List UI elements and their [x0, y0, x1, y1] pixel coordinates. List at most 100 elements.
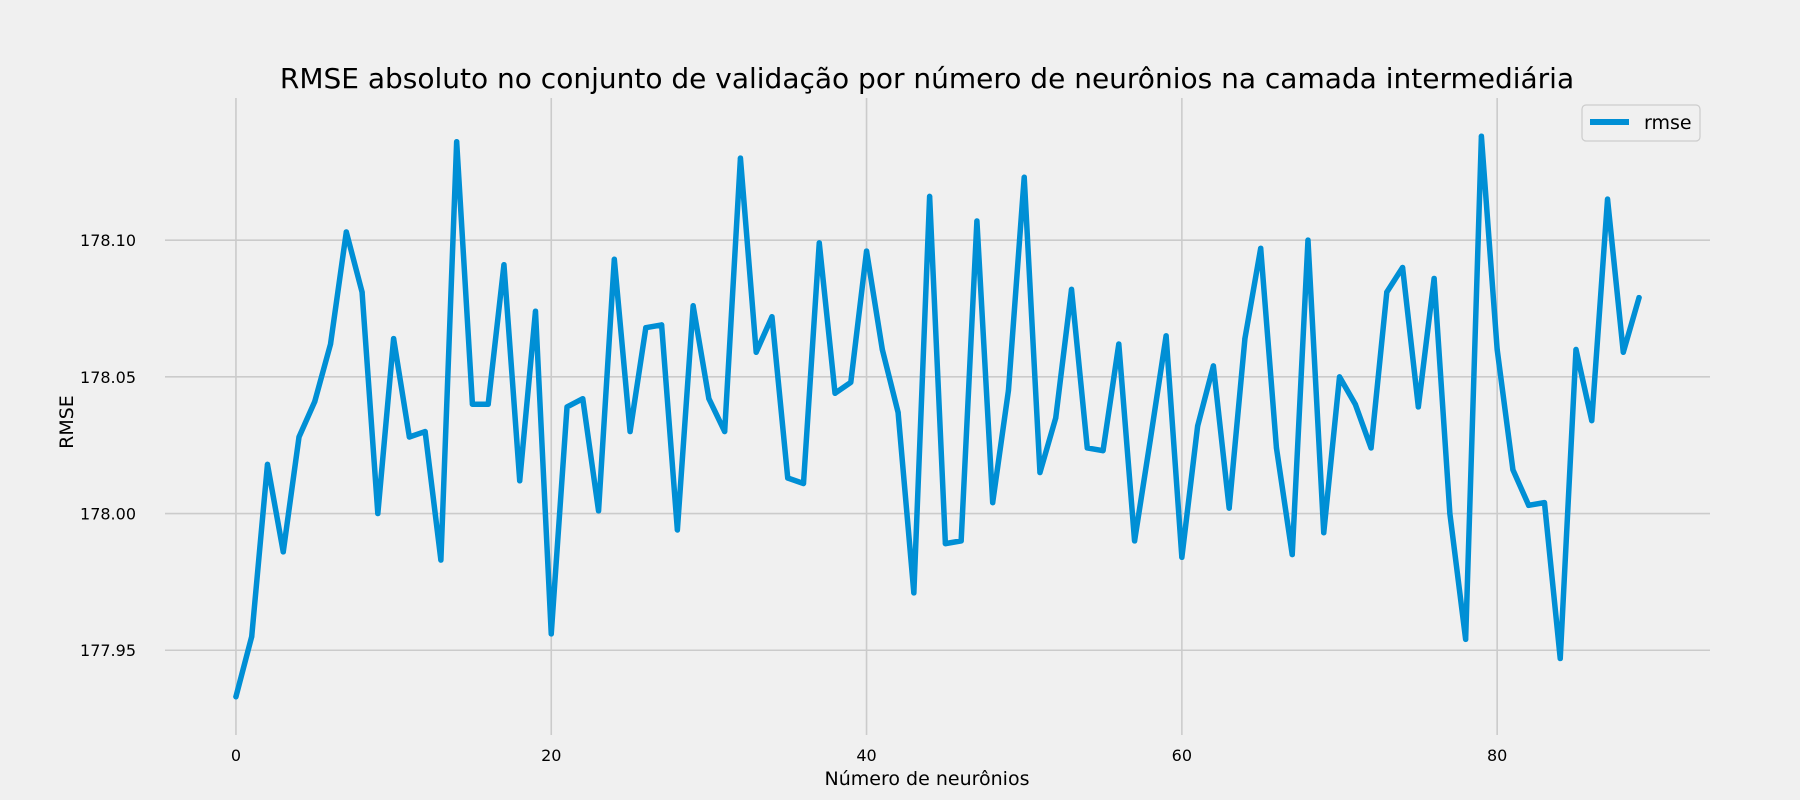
x-tick-label: 0 [231, 746, 241, 765]
data-point [1589, 418, 1595, 424]
legend-box [1581, 104, 1701, 142]
data-point [722, 428, 728, 435]
data-point [1447, 510, 1453, 517]
x-tick-label: 40 [856, 746, 876, 765]
data-point [753, 349, 759, 355]
data-point [517, 478, 523, 484]
data-point [1431, 275, 1437, 282]
data-point [1084, 445, 1090, 451]
data-point [1226, 505, 1232, 511]
data-point [848, 379, 854, 385]
data-point [312, 398, 318, 405]
data-point [1620, 349, 1626, 355]
data-point [375, 510, 381, 517]
data-point [659, 322, 665, 328]
data-point [264, 461, 271, 467]
data-point [863, 248, 870, 254]
data-point [1163, 333, 1169, 339]
data-point [942, 541, 948, 547]
data-point [1289, 551, 1295, 558]
data-point [1415, 404, 1421, 410]
data-point [1037, 469, 1043, 476]
data-point [611, 256, 617, 262]
data-point [1005, 387, 1012, 394]
y-tick-label: 178.05 [80, 368, 136, 387]
data-point [1384, 289, 1390, 295]
data-point [1399, 264, 1406, 271]
data-point [296, 434, 302, 440]
data-point [627, 428, 633, 435]
data-point [1494, 346, 1500, 353]
grid [165, 98, 1710, 735]
data-point [1179, 554, 1185, 560]
data-point [1258, 245, 1264, 251]
data-point [233, 694, 239, 700]
data-point [1557, 655, 1563, 662]
y-tick-label: 178.00 [80, 505, 136, 524]
data-point [1636, 294, 1642, 301]
data-point [643, 325, 649, 331]
data-point [911, 590, 917, 596]
data-point [1273, 445, 1280, 451]
series-layer [233, 133, 1642, 700]
data-point [391, 335, 397, 342]
data-point [1541, 500, 1548, 506]
x-tick-label: 80 [1487, 746, 1507, 765]
x-axis-label: Número de neurônios [825, 768, 1030, 790]
data-point [1352, 401, 1358, 407]
data-point [501, 262, 507, 268]
legend: rmse [1581, 104, 1701, 142]
data-point [548, 631, 554, 637]
data-point [1604, 196, 1611, 202]
data-point [580, 396, 586, 402]
data-point [249, 633, 255, 640]
data-point [595, 508, 602, 514]
data-point [1131, 538, 1138, 544]
data-point [1068, 286, 1075, 292]
data-point [1242, 335, 1248, 342]
data-point [990, 500, 996, 506]
tick-labels: 0 20 40 60 80 177.95 178.00 178.05 178.10 [80, 231, 1507, 765]
data-point [1116, 341, 1122, 347]
legend-label-rmse: rmse [1644, 112, 1692, 134]
data-point [485, 401, 491, 407]
data-point [690, 303, 696, 309]
data-point [406, 434, 412, 440]
y-tick-label: 177.95 [80, 641, 136, 660]
data-point [832, 390, 838, 396]
data-point [927, 193, 933, 200]
y-axis-label: RMSE [56, 395, 78, 449]
data-point [1321, 530, 1327, 536]
data-point [564, 404, 570, 410]
data-point [1510, 467, 1516, 473]
data-point [674, 527, 680, 533]
y-tick-label: 178.10 [80, 231, 136, 250]
chart-title: RMSE absoluto no conjunto de validação p… [280, 62, 1574, 95]
data-point [1478, 133, 1484, 139]
x-tick-label: 20 [541, 746, 561, 765]
data-point [1147, 437, 1153, 443]
data-point [1021, 174, 1027, 180]
data-point [438, 557, 444, 563]
data-point [422, 428, 428, 435]
data-point [737, 155, 744, 161]
data-point [1053, 415, 1059, 421]
data-point [359, 289, 365, 295]
data-point [974, 218, 980, 224]
data-point [1305, 237, 1311, 243]
data-point [454, 139, 460, 145]
data-point [1368, 445, 1374, 451]
data-point [958, 538, 964, 544]
data-point [706, 396, 712, 402]
data-point [769, 314, 775, 320]
data-point [1195, 423, 1201, 429]
data-point [280, 549, 286, 555]
data-point [532, 308, 539, 314]
series-line-rmse [233, 133, 1642, 700]
data-point [343, 229, 349, 235]
data-point [1210, 363, 1216, 369]
data-point [1573, 346, 1579, 353]
data-point [1526, 502, 1532, 508]
